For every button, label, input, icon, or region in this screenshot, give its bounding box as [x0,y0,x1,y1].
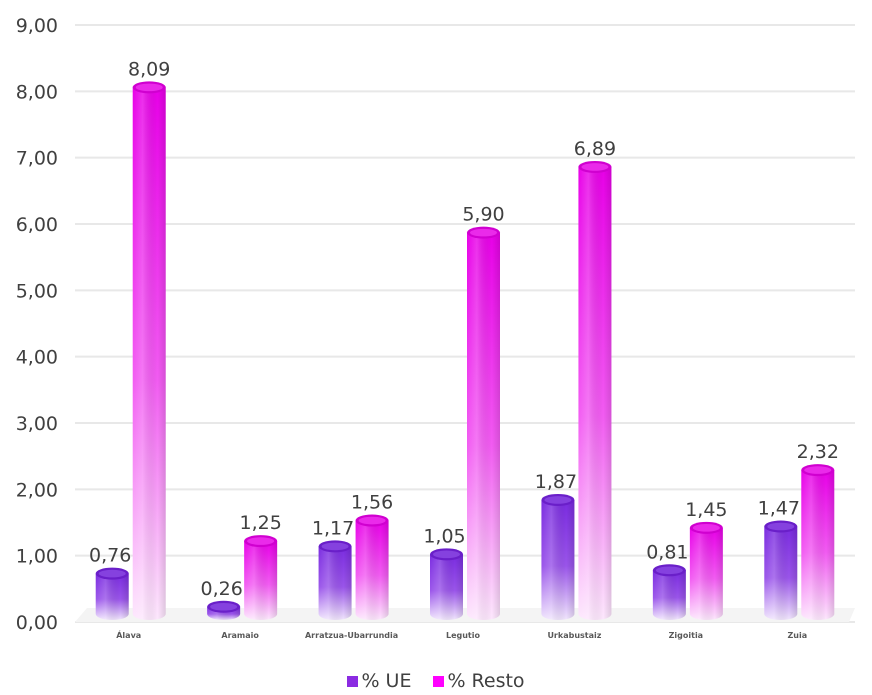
bar-shading [467,232,500,620]
y-tick-label: 6,00 [16,214,58,236]
x-tick-label: Zigoitia [669,631,703,640]
bars-layer [95,81,835,621]
data-label: 1,45 [685,499,727,521]
bar-top-highlight [321,542,349,551]
bar-resto [132,81,166,620]
bar-ue [430,548,463,620]
bar-resto [467,226,500,620]
bar-shading [652,570,686,620]
data-label: 1,56 [351,492,393,514]
bar-ue [95,567,129,620]
data-label: 0,26 [200,578,242,600]
y-tick-label: 3,00 [16,413,58,435]
bar-top-highlight [135,83,163,92]
bar-top-highlight [767,522,795,531]
bar-ue [318,540,352,620]
data-label: 1,17 [312,517,354,539]
y-tick-label: 2,00 [16,479,58,501]
x-tick-label: Arratzua-Ubarrundia [305,631,398,640]
bar-top-highlight [544,496,572,504]
legend-swatch-ue [347,675,359,687]
data-label: 0,81 [646,541,688,563]
legend-label-ue: % UE [361,670,412,692]
grid-layer [75,24,855,623]
y-tick-label: 4,00 [16,347,58,369]
bar-resto [355,514,389,620]
y-tick-label: 5,00 [16,280,58,302]
bar-shading [764,526,798,620]
bar-shading [95,573,129,620]
bar-ue [652,564,686,620]
data-label: 5,90 [462,204,504,226]
data-label: 1,87 [535,471,577,493]
x-tick-label: Urkabustaiz [547,631,601,640]
data-label: 1,47 [758,497,800,519]
data-label: 1,05 [423,525,465,547]
chart-floor-band [75,608,855,622]
y-tick-label: 9,00 [16,15,58,37]
bar-shading [244,541,278,620]
bar-shading [132,87,166,620]
y-tick-label: 1,00 [16,546,58,568]
data-label: 6,89 [574,138,616,160]
legend: % UE % Resto [0,668,872,694]
bar-ue [764,520,798,620]
legend-label-resto: % Resto [447,670,525,692]
bar-top-highlight [247,537,275,545]
bar-shading [578,166,612,621]
labels-layer: 0,00 1,00 2,00 3,00 4,00 5,00 6,00 7,00 8,00 9,00… [16,15,839,640]
data-label: 1,25 [239,512,281,534]
bar-top-highlight [581,163,609,171]
bar-resto [578,160,612,621]
bar-top-highlight [358,516,386,525]
bar-top-highlight [470,228,497,237]
bar-shading [689,527,723,620]
y-tick-label: 0,00 [16,612,58,634]
legend-swatch-resto [433,675,445,687]
legend-item-resto: % Resto [433,670,525,692]
data-label: 8,09 [128,58,170,80]
legend-item-ue: % UE [347,670,411,692]
chart-floor [75,608,855,622]
bar-resto [801,464,835,620]
bar-resto [689,521,723,620]
bar-resto [244,535,278,620]
bar-top-highlight [804,466,832,474]
bar-shading [430,554,463,620]
bar-top-highlight [433,550,460,559]
x-tick-label: Aramaio [221,631,259,640]
data-label: 0,76 [89,545,131,567]
bar-ue [541,493,575,620]
x-tick-label: Zuia [787,631,807,640]
data-label: 2,32 [797,441,839,463]
bar-shading [801,470,835,620]
bar-top-highlight [210,602,238,611]
bar-top-highlight [655,566,683,575]
bar-top-highlight [692,524,720,532]
bar-top-highlight [98,569,126,578]
x-tick-label: Álava [116,629,141,640]
x-tick-label: Legutio [446,631,481,640]
y-tick-label: 8,00 [16,81,58,103]
bar-shading [355,520,389,620]
bar-ue [207,600,241,620]
y-tick-label: 7,00 [16,148,58,170]
bar-shading [541,499,575,620]
bar-shading [318,546,352,620]
